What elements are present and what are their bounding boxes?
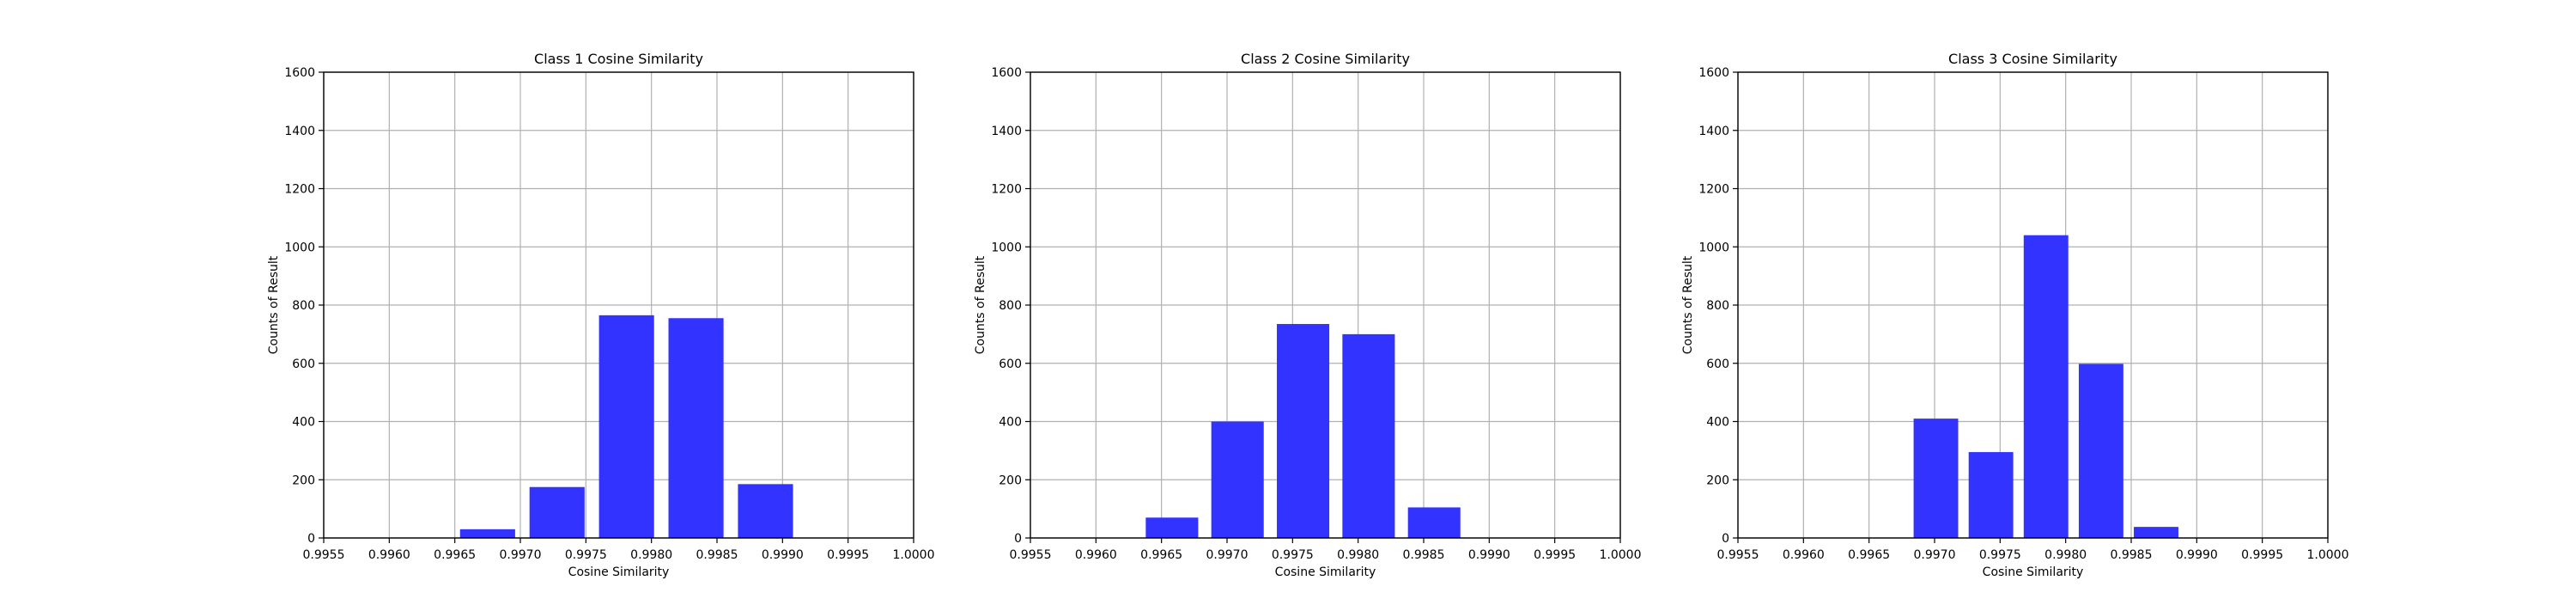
y-tick-label: 600 bbox=[292, 358, 315, 371]
bar bbox=[598, 315, 654, 538]
x-tick-label: 0.9990 bbox=[2176, 548, 2218, 562]
x-tick-label: 0.9955 bbox=[1010, 548, 1052, 562]
bar bbox=[529, 486, 585, 538]
bar bbox=[2134, 527, 2178, 538]
x-tick-label: 0.9970 bbox=[500, 548, 542, 562]
y-tick-label: 1000 bbox=[1698, 241, 1729, 254]
chart-title: Class 3 Cosine Similarity bbox=[1948, 51, 2117, 67]
chart-panel-2: 0.9955 0.9960 0.9965 0.9970 0.9975 0.9980 0.99… bbox=[974, 51, 1642, 579]
y-tick-label: 0 bbox=[1722, 532, 1729, 546]
bar bbox=[1211, 421, 1264, 538]
plot-frame bbox=[323, 71, 914, 539]
y-tick-label: 200 bbox=[292, 474, 315, 487]
x-tick-label: 0.9955 bbox=[303, 548, 345, 562]
chart-title: Class 2 Cosine Similarity bbox=[1241, 51, 1410, 67]
x-tick-label: 1.0000 bbox=[2307, 548, 2349, 562]
y-axis-label: Counts of Result bbox=[267, 255, 281, 354]
x-axis-label: Cosine Similarity bbox=[568, 565, 670, 579]
bar bbox=[1968, 452, 2014, 538]
plot-frame bbox=[1030, 71, 1621, 539]
bar bbox=[1342, 333, 1395, 538]
x-tick-label: 0.9995 bbox=[2241, 548, 2283, 562]
y-tick-label: 1000 bbox=[284, 241, 315, 254]
x-tick-label: 0.9960 bbox=[368, 548, 410, 562]
x-axis-label: Cosine Similarity bbox=[1275, 565, 1376, 579]
x-tick-label: 0.9985 bbox=[1403, 548, 1445, 562]
chart-panel-3: 0.9955 0.9960 0.9965 0.9970 0.9975 0.9980 0.99… bbox=[1681, 51, 2349, 579]
y-tick-label: 400 bbox=[292, 416, 315, 430]
y-tick-label: 0 bbox=[1014, 532, 1022, 546]
y-axis-label: Counts of Result bbox=[974, 255, 987, 354]
bar bbox=[1407, 507, 1461, 538]
bar bbox=[2078, 364, 2123, 538]
x-tick-label: 0.9975 bbox=[565, 548, 607, 562]
y-tick-label: 400 bbox=[999, 416, 1022, 430]
bar bbox=[1913, 419, 1959, 538]
y-tick-label: 1200 bbox=[1698, 183, 1729, 197]
x-tick-label: 0.9970 bbox=[1914, 548, 1956, 562]
chart-panel-1: 0.9955 0.9960 0.9965 0.9970 0.9975 0.9980 0.99… bbox=[267, 51, 935, 579]
x-tick-label: 0.9980 bbox=[2044, 548, 2087, 562]
y-tick-label: 400 bbox=[1706, 416, 1729, 430]
y-tick-label: 1400 bbox=[284, 125, 315, 138]
y-tick-label: 1400 bbox=[991, 125, 1022, 138]
x-tick-label: 0.9960 bbox=[1783, 548, 1825, 562]
x-tick-label: 0.9970 bbox=[1206, 548, 1249, 562]
x-tick-label: 0.9975 bbox=[1979, 548, 2021, 562]
bar bbox=[1145, 517, 1199, 538]
y-tick-label: 200 bbox=[1706, 474, 1729, 487]
x-tick-label: 0.9990 bbox=[1468, 548, 1510, 562]
chart-title: Class 1 Cosine Similarity bbox=[534, 51, 703, 67]
y-tick-label: 1400 bbox=[1698, 125, 1729, 138]
x-tick-label: 0.9995 bbox=[1534, 548, 1576, 562]
plot-frame bbox=[1737, 71, 2329, 539]
x-tick-label: 0.9955 bbox=[1717, 548, 1759, 562]
x-tick-label: 0.9965 bbox=[1848, 548, 1890, 562]
y-tick-label: 200 bbox=[999, 474, 1022, 487]
x-tick-label: 0.9995 bbox=[827, 548, 869, 562]
y-tick-label: 800 bbox=[292, 299, 315, 313]
bar bbox=[459, 529, 515, 538]
y-tick-label: 1600 bbox=[991, 66, 1022, 80]
bar bbox=[668, 318, 724, 538]
bar bbox=[738, 484, 793, 538]
x-tick-label: 0.9985 bbox=[696, 548, 738, 562]
y-tick-label: 600 bbox=[1706, 358, 1729, 371]
y-tick-label: 0 bbox=[307, 532, 315, 546]
y-tick-label: 1600 bbox=[1698, 66, 1729, 80]
y-tick-label: 800 bbox=[999, 299, 1022, 313]
x-tick-label: 0.9990 bbox=[762, 548, 804, 562]
x-tick-label: 0.9960 bbox=[1075, 548, 1117, 562]
x-axis-label: Cosine Similarity bbox=[1983, 565, 2084, 579]
bar bbox=[1277, 324, 1330, 538]
x-tick-label: 0.9980 bbox=[630, 548, 672, 562]
x-tick-label: 0.9965 bbox=[1140, 548, 1182, 562]
x-tick-label: 1.0000 bbox=[893, 548, 935, 562]
bar bbox=[2023, 235, 2069, 538]
y-tick-label: 600 bbox=[999, 358, 1022, 371]
y-tick-label: 800 bbox=[1706, 299, 1729, 313]
x-tick-label: 0.9985 bbox=[2111, 548, 2153, 562]
x-tick-label: 0.9980 bbox=[1337, 548, 1379, 562]
y-tick-label: 1200 bbox=[284, 183, 315, 197]
x-tick-label: 0.9975 bbox=[1272, 548, 1314, 562]
y-tick-label: 1200 bbox=[991, 183, 1022, 197]
y-axis-label: Counts of Result bbox=[1681, 255, 1695, 354]
x-tick-label: 1.0000 bbox=[1600, 548, 1642, 562]
y-tick-label: 1600 bbox=[284, 66, 315, 80]
y-tick-label: 1000 bbox=[991, 241, 1022, 254]
x-tick-label: 0.9965 bbox=[434, 548, 476, 562]
